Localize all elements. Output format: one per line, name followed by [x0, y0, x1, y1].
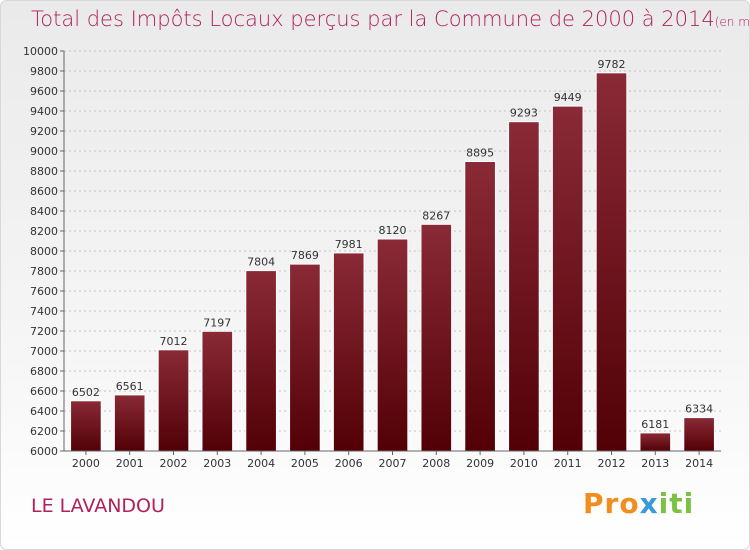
- bar-2006: [332, 252, 365, 452]
- x-tick-label-2012: 2012: [598, 457, 626, 470]
- x-tick-label-2007: 2007: [379, 457, 407, 470]
- y-tick-label: 9600: [30, 85, 58, 98]
- bar-2001: [113, 394, 146, 452]
- bar-2010: [508, 121, 540, 452]
- value-label-2002: 7012: [160, 335, 188, 348]
- y-tick-label: 6000: [30, 445, 58, 458]
- y-tick-label: 7200: [30, 325, 58, 338]
- value-label-2010: 9293: [510, 107, 538, 120]
- y-tick-label: 8600: [30, 185, 58, 198]
- x-tick-label-2000: 2000: [72, 457, 100, 470]
- value-label-2012: 9782: [598, 58, 626, 71]
- bar-2005: [289, 263, 321, 452]
- x-tick-label-2010: 2010: [510, 457, 538, 470]
- y-tick-label: 7600: [30, 285, 58, 298]
- y-tick-label: 8400: [30, 205, 58, 218]
- y-tick-label: 9400: [30, 105, 58, 118]
- y-tick-label: 9200: [30, 125, 58, 138]
- value-label-2011: 9449: [554, 91, 582, 104]
- value-label-2005: 7869: [291, 249, 319, 262]
- bar-2000: [70, 400, 102, 452]
- value-label-2006: 7981: [335, 238, 363, 251]
- y-tick-label: 8200: [30, 225, 58, 238]
- title-text: Total des Impôts Locaux perçus par la Co…: [31, 7, 715, 31]
- value-label-2007: 8120: [379, 224, 407, 237]
- value-label-2001: 6561: [116, 380, 144, 393]
- commune-name: LE LAVANDOU: [31, 495, 165, 517]
- bar-2002: [157, 349, 190, 452]
- x-tick-label-2008: 2008: [422, 457, 450, 470]
- bar-2004: [245, 270, 277, 452]
- value-label-2004: 7804: [247, 256, 275, 269]
- proxiti-logo: Proxiti: [583, 487, 694, 520]
- y-tick-label: 6200: [30, 425, 58, 438]
- bar-2012: [595, 72, 628, 452]
- value-label-2009: 8895: [466, 147, 494, 160]
- y-tick-label: 8000: [30, 245, 58, 258]
- x-tick-label-2013: 2013: [641, 457, 669, 470]
- value-label-2014: 6334: [685, 403, 713, 416]
- x-tick-label-2004: 2004: [247, 457, 275, 470]
- y-tick-label: 7400: [30, 305, 58, 318]
- y-tick-label: 7800: [30, 265, 58, 278]
- logo-part-3: iti: [658, 487, 695, 520]
- bar-2008: [420, 223, 453, 452]
- value-label-2008: 8267: [422, 209, 450, 222]
- bar-2007: [376, 238, 409, 452]
- y-tick-label: 10000: [23, 45, 58, 58]
- x-tick-label-2006: 2006: [335, 457, 363, 470]
- y-tick-label: 7000: [30, 345, 58, 358]
- bar-2013: [639, 432, 672, 452]
- x-tick-label-2009: 2009: [466, 457, 494, 470]
- logo-part-2: x: [639, 487, 659, 520]
- y-tick-label: 6600: [30, 385, 58, 398]
- bar-2009: [464, 161, 496, 452]
- y-tick-label: 6400: [30, 405, 58, 418]
- bar-2014: [683, 417, 715, 452]
- logo-part-1: Pro: [583, 487, 640, 520]
- value-label-2003: 7197: [203, 316, 231, 329]
- title-unit: (en milliers d'€): [714, 15, 750, 29]
- x-tick-label-2011: 2011: [554, 457, 582, 470]
- y-tick-label: 6800: [30, 365, 58, 378]
- bar-2003: [201, 330, 234, 452]
- y-tick-label: 9000: [30, 145, 58, 158]
- x-tick-label-2003: 2003: [203, 457, 231, 470]
- value-label-2000: 6502: [72, 386, 100, 399]
- y-tick-label: 9800: [30, 65, 58, 78]
- chart-title: Total des Impôts Locaux perçus par la Co…: [31, 7, 750, 31]
- y-tick-label: 8800: [30, 165, 58, 178]
- bar-2011: [551, 105, 584, 452]
- x-tick-label-2014: 2014: [685, 457, 713, 470]
- x-tick-label-2002: 2002: [160, 457, 188, 470]
- x-tick-label-2005: 2005: [291, 457, 319, 470]
- x-tick-label-2001: 2001: [116, 457, 144, 470]
- value-label-2013: 6181: [641, 418, 669, 431]
